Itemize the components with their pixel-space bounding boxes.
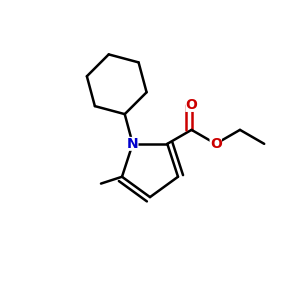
Text: O: O [210, 137, 222, 151]
Text: O: O [186, 98, 197, 112]
Text: N: N [127, 137, 139, 151]
